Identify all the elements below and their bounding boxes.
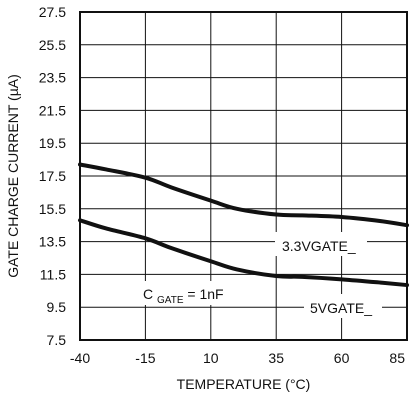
series-group xyxy=(78,162,409,288)
x-tick-labels: -40 -15 10 35 60 85 xyxy=(70,350,405,366)
y-tick-label-9-5: 9.5 xyxy=(47,299,67,315)
x-tick-label-85: 85 xyxy=(389,350,405,366)
capacitance-label-subscript: GATE xyxy=(157,295,184,306)
y-tick-label-25-5: 25.5 xyxy=(39,37,66,53)
y-tick-label-7-5: 7.5 xyxy=(47,332,67,348)
grid xyxy=(80,12,407,340)
series-label-5vgate-background xyxy=(304,294,382,318)
y-tick-labels: 7.5 9.5 11.5 13.5 15.5 17.5 19.5 21.5 23.5 25.5 27… xyxy=(39,4,66,348)
x-tick-label-35: 35 xyxy=(268,350,284,366)
x-tick-label-minus-15: -15 xyxy=(135,350,155,366)
y-tick-label-17-5: 17.5 xyxy=(39,168,66,184)
y-tick-label-11-5: 11.5 xyxy=(40,266,66,282)
capacitance-label-main: C xyxy=(143,286,153,302)
capacitance-label: C GATE = 1nF xyxy=(138,281,230,306)
x-axis-title: TEMPERATURE (°C) xyxy=(177,376,311,392)
y-axis-title: GATE CHARGE CURRENT (µA) xyxy=(5,74,21,278)
capacitance-label-tail: = 1nF xyxy=(187,286,223,302)
x-tick-label-minus-40: -40 xyxy=(70,350,90,366)
y-tick-label-27-5: 27.5 xyxy=(39,4,66,20)
series-label-5vgate-text: 5VGATE_ xyxy=(310,300,372,316)
series-line-3-3vgate xyxy=(78,162,409,228)
series-label-5vgate: 5VGATE_ xyxy=(304,294,382,318)
capacitance-label-text: C GATE = 1nF xyxy=(143,286,224,306)
plot-frame xyxy=(79,11,408,341)
x-tick-label-10: 10 xyxy=(203,350,219,366)
series-label-3-3vgate-text: 3.3VGATE_ xyxy=(282,238,356,254)
capacitance-label-background xyxy=(138,281,230,305)
y-tick-label-15-5: 15.5 xyxy=(39,201,66,217)
series-label-3-3vgate: 3.3VGATE_ xyxy=(275,232,367,256)
series-line-5vgate xyxy=(78,218,409,288)
y-tick-label-13-5: 13.5 xyxy=(39,234,66,250)
series-label-3-3vgate-background xyxy=(275,232,367,256)
x-tick-label-60: 60 xyxy=(334,350,350,366)
y-tick-label-21-5: 21.5 xyxy=(39,102,66,118)
y-tick-label-19-5: 19.5 xyxy=(39,135,66,151)
y-tick-label-23-5: 23.5 xyxy=(39,70,66,86)
